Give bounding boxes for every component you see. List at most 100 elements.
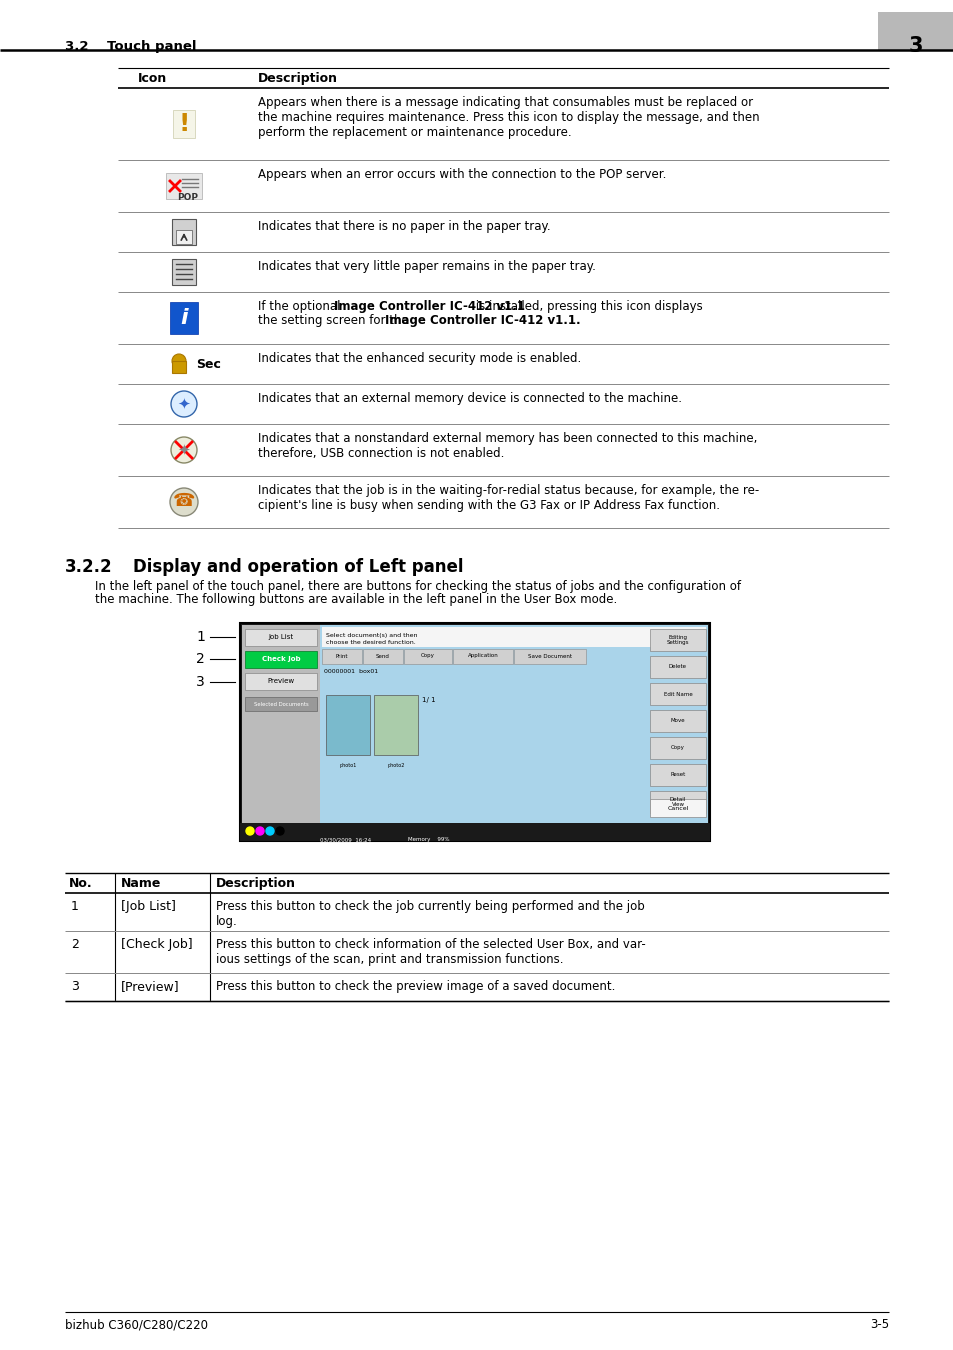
- Text: Description: Description: [215, 878, 295, 890]
- Text: Save Document: Save Document: [527, 653, 572, 659]
- Text: 3.2    Touch panel: 3.2 Touch panel: [65, 40, 196, 53]
- Text: Indicates that an external memory device is connected to the machine.: Indicates that an external memory device…: [257, 392, 681, 405]
- Bar: [403, 649, 452, 664]
- Text: Indicates that a nonstandard external memory has been connected to this machine,: Indicates that a nonstandard external me…: [257, 432, 757, 460]
- Bar: [166, 173, 202, 198]
- Text: Indicates that the job is in the waiting-for-redial status because, for example,: Indicates that the job is in the waiting…: [257, 485, 759, 512]
- Text: Detail
View: Detail View: [669, 796, 685, 807]
- Text: In the left panel of the touch panel, there are buttons for checking the status : In the left panel of the touch panel, th…: [95, 580, 740, 593]
- Text: 2: 2: [71, 938, 79, 950]
- Text: Check Job: Check Job: [261, 656, 300, 662]
- Text: 3: 3: [71, 980, 79, 994]
- Circle shape: [246, 828, 253, 836]
- Circle shape: [171, 392, 196, 417]
- Text: Editing
Settings: Editing Settings: [666, 634, 688, 645]
- Text: Copy: Copy: [420, 653, 435, 659]
- Text: Send: Send: [375, 653, 390, 659]
- Text: Indicates that there is no paper in the paper tray.: Indicates that there is no paper in the …: [257, 220, 550, 234]
- Bar: [172, 109, 194, 138]
- Text: Name: Name: [121, 878, 161, 890]
- Circle shape: [170, 487, 198, 516]
- Bar: [245, 651, 316, 668]
- Text: No.: No.: [69, 878, 92, 890]
- Bar: [242, 625, 319, 824]
- Bar: [172, 259, 195, 285]
- Text: choose the desired function.: choose the desired function.: [326, 640, 416, 645]
- Bar: [240, 622, 709, 841]
- Bar: [245, 697, 316, 711]
- Text: Preview: Preview: [267, 678, 294, 684]
- Bar: [514, 649, 585, 664]
- Text: is installed, pressing this icon displays: is installed, pressing this icon display…: [472, 300, 702, 313]
- Text: Move: Move: [670, 718, 684, 724]
- Text: Application: Application: [467, 653, 497, 659]
- Text: If the optional: If the optional: [257, 300, 344, 313]
- Bar: [245, 674, 316, 690]
- Text: Press this button to check information of the selected User Box, and var-
ious s: Press this button to check information o…: [215, 938, 645, 967]
- Bar: [649, 791, 705, 813]
- Text: 3: 3: [908, 36, 923, 55]
- Text: Cancel: Cancel: [666, 806, 688, 810]
- Bar: [240, 824, 709, 841]
- Text: 3: 3: [196, 675, 205, 688]
- Bar: [649, 710, 705, 732]
- Text: Display and operation of Left panel: Display and operation of Left panel: [132, 558, 463, 576]
- Bar: [649, 737, 705, 759]
- Text: Description: Description: [257, 72, 337, 85]
- Text: 1: 1: [71, 900, 79, 913]
- Text: Image Controller IC-412 v1.1.: Image Controller IC-412 v1.1.: [385, 315, 580, 327]
- Text: Memory    99%: Memory 99%: [408, 837, 449, 842]
- Text: POP: POP: [177, 193, 198, 202]
- Bar: [172, 219, 195, 244]
- Text: Print: Print: [335, 653, 348, 659]
- Text: photo1: photo1: [339, 763, 356, 768]
- Text: ✦: ✦: [177, 397, 191, 412]
- Text: 1/ 1: 1/ 1: [421, 697, 436, 703]
- Text: 2: 2: [196, 652, 205, 666]
- Text: Select document(s) and then: Select document(s) and then: [326, 633, 417, 639]
- Circle shape: [266, 828, 274, 836]
- Bar: [322, 680, 647, 769]
- Bar: [649, 799, 705, 817]
- Text: Edit Name: Edit Name: [663, 691, 692, 697]
- Text: 3.2.2: 3.2.2: [65, 558, 112, 576]
- Bar: [877, 12, 953, 50]
- Bar: [363, 649, 402, 664]
- Bar: [170, 302, 198, 333]
- Bar: [172, 360, 186, 373]
- Text: Delete: Delete: [668, 664, 686, 670]
- Bar: [453, 649, 513, 664]
- Bar: [245, 629, 316, 647]
- Text: Press this button to check the job currently being performed and the job
log.: Press this button to check the job curre…: [215, 900, 644, 927]
- Text: ✦: ✦: [177, 443, 191, 458]
- Text: Indicates that very little paper remains in the paper tray.: Indicates that very little paper remains…: [257, 261, 596, 273]
- Bar: [649, 656, 705, 678]
- Text: Press this button to check the preview image of a saved document.: Press this button to check the preview i…: [215, 980, 615, 994]
- Bar: [242, 625, 707, 824]
- Bar: [326, 695, 370, 755]
- Circle shape: [255, 828, 264, 836]
- Bar: [649, 683, 705, 705]
- Bar: [175, 230, 192, 244]
- Text: 1: 1: [196, 630, 205, 644]
- Bar: [322, 626, 705, 647]
- Text: Image Controller IC-412 v1.1: Image Controller IC-412 v1.1: [334, 300, 524, 313]
- Text: [Job List]: [Job List]: [121, 900, 175, 913]
- Circle shape: [171, 437, 196, 463]
- Bar: [374, 695, 417, 755]
- Text: Indicates that the enhanced security mode is enabled.: Indicates that the enhanced security mod…: [257, 352, 580, 365]
- Text: 03/30/2009  16:24: 03/30/2009 16:24: [319, 837, 371, 842]
- Text: photo2: photo2: [387, 763, 404, 768]
- Text: 3-5: 3-5: [869, 1318, 888, 1331]
- Text: [Check Job]: [Check Job]: [121, 938, 193, 950]
- Text: the machine. The following buttons are available in the left panel in the User B: the machine. The following buttons are a…: [95, 593, 617, 606]
- Bar: [649, 629, 705, 651]
- Text: Copy: Copy: [670, 745, 684, 751]
- Text: i: i: [180, 308, 188, 328]
- Text: the setting screen for the: the setting screen for the: [257, 315, 412, 327]
- Text: Sec: Sec: [195, 358, 221, 370]
- Text: Icon: Icon: [138, 72, 167, 85]
- Text: ☎: ☎: [172, 491, 195, 510]
- Text: [Preview]: [Preview]: [121, 980, 179, 994]
- Text: Reset: Reset: [670, 772, 685, 778]
